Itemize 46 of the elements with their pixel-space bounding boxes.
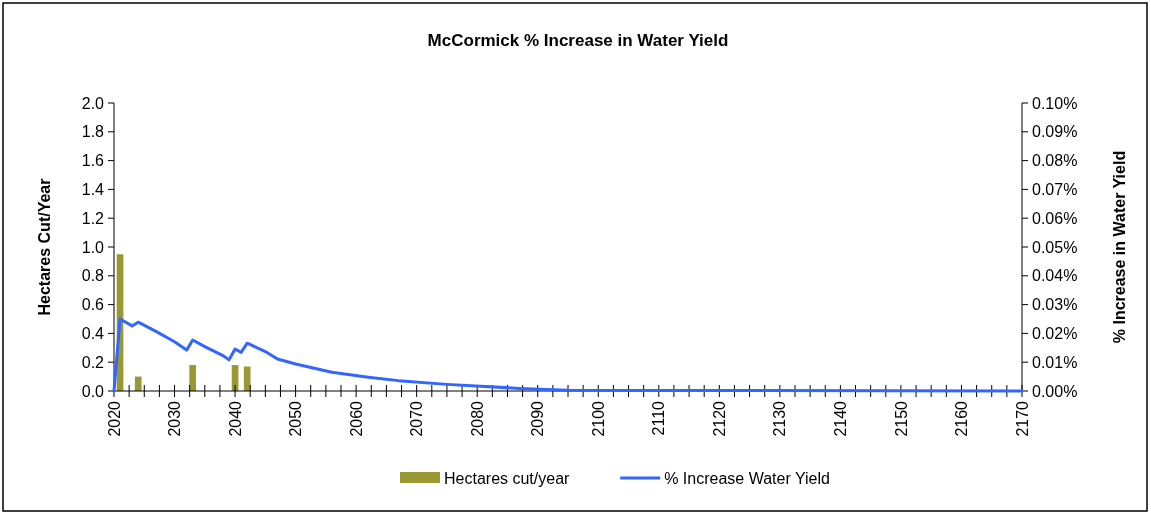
legend-label: % Increase Water Yield [664,469,830,487]
x-tick-label: 2050 [287,400,305,437]
x-tick-label: 2060 [347,400,365,437]
y2-tick-label: 0.04% [1032,267,1078,285]
bar [134,376,142,391]
x-tick-label: 2080 [468,400,486,437]
y-tick-label: 1.4 [81,181,105,198]
y2-tick-label: 0.01% [1032,353,1078,371]
x-tick-label: 2160 [953,400,971,437]
y2-tick-label: 0.05% [1032,238,1078,256]
y-axis-title: Hectares Cut/Year [36,178,53,316]
x-tick-label: 2150 [892,400,910,437]
x-tick-label: 2090 [529,400,547,437]
x-tick-label: 2110 [650,400,668,436]
legend-label: Hectares cut/year [444,469,571,487]
y2-tick-label: 0.02% [1032,325,1078,342]
y2-tick-label: 0.09% [1032,123,1078,141]
x-tick-label: 2130 [771,400,789,437]
x-tick-label: 2020 [105,400,123,437]
y-tick-label: 0.2 [81,353,105,371]
bar [189,365,197,391]
bar [243,366,251,391]
x-tick-label: 2120 [710,400,728,437]
chart-title: McCormick % Increase in Water Yield [427,31,729,50]
y-tick-label: 2.0 [81,94,105,112]
y-tick-label: 0.8 [81,267,105,285]
y2-tick-label: 0.10% [1032,94,1078,112]
y2-tick-label: 0.08% [1032,152,1078,170]
y2-tick-label: 0.03% [1032,296,1078,314]
y2-tick-label: 0.07% [1032,181,1078,198]
x-tick-label: 2030 [166,400,184,437]
x-tick-label: 2040 [226,400,244,437]
x-tick-label: 2100 [589,400,607,437]
y-tick-label: 0.4 [81,325,105,342]
x-tick-label: 2070 [408,400,426,437]
y-tick-label: 1.0 [81,238,105,256]
x-tick-label: 2170 [1013,400,1031,437]
x-tick-label: 2140 [832,400,849,437]
y-tick-label: 1.8 [81,123,105,141]
y2-tick-label: 0.00% [1032,382,1078,400]
y2-tick-label: 0.06% [1032,209,1078,227]
y-tick-label: 1.2 [81,209,105,227]
y2-axis-title: % Increase in Water Yield [1111,150,1128,344]
y-tick-label: 0.6 [81,296,105,314]
y-tick-label: 1.6 [81,152,105,170]
y-tick-label: 0.0 [81,382,105,400]
